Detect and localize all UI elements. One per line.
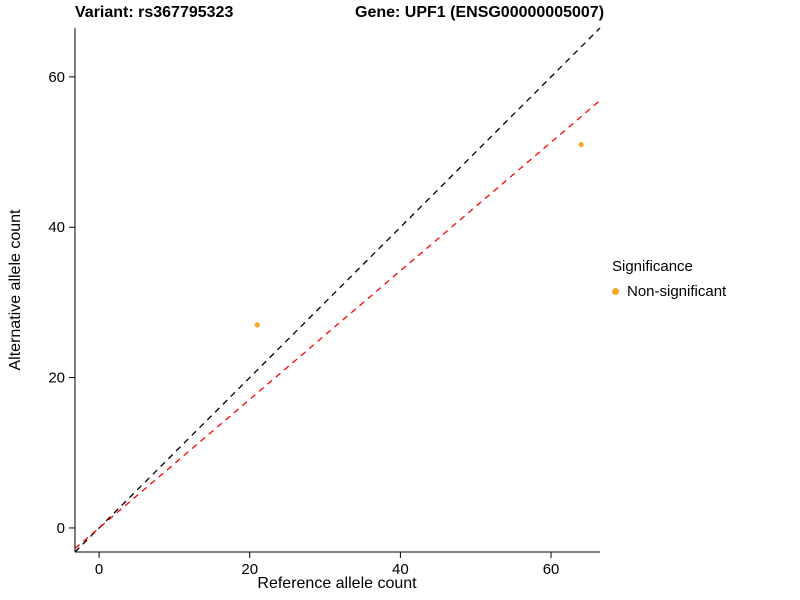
- x-tick-label: 40: [392, 561, 409, 578]
- chart-title-variant: Variant: rs367795323: [75, 4, 234, 21]
- legend: Significance Non-significant: [612, 258, 726, 300]
- legend-item-label: Non-significant: [627, 283, 727, 300]
- legend-title: Significance: [612, 258, 693, 275]
- data-point: [254, 322, 260, 328]
- x-tick-label: 20: [241, 561, 258, 578]
- data-point: [578, 141, 584, 148]
- fitted-line: [74, 99, 601, 550]
- identity-line: [74, 27, 601, 553]
- y-tick-label: 20: [48, 370, 65, 387]
- x-tick-label: 60: [543, 561, 560, 578]
- legend-item-non-significant: Non-significant: [612, 283, 726, 300]
- legend-dot-icon: [612, 288, 619, 295]
- y-tick-label: 0: [57, 520, 65, 537]
- y-tick-label: 40: [48, 219, 65, 236]
- chart-title-gene: Gene: UPF1 (ENSG00000005007): [355, 4, 605, 21]
- x-axis-label: Reference allele count: [257, 575, 417, 592]
- x-tick-label: 0: [95, 561, 103, 578]
- y-tick-label: 60: [48, 69, 65, 86]
